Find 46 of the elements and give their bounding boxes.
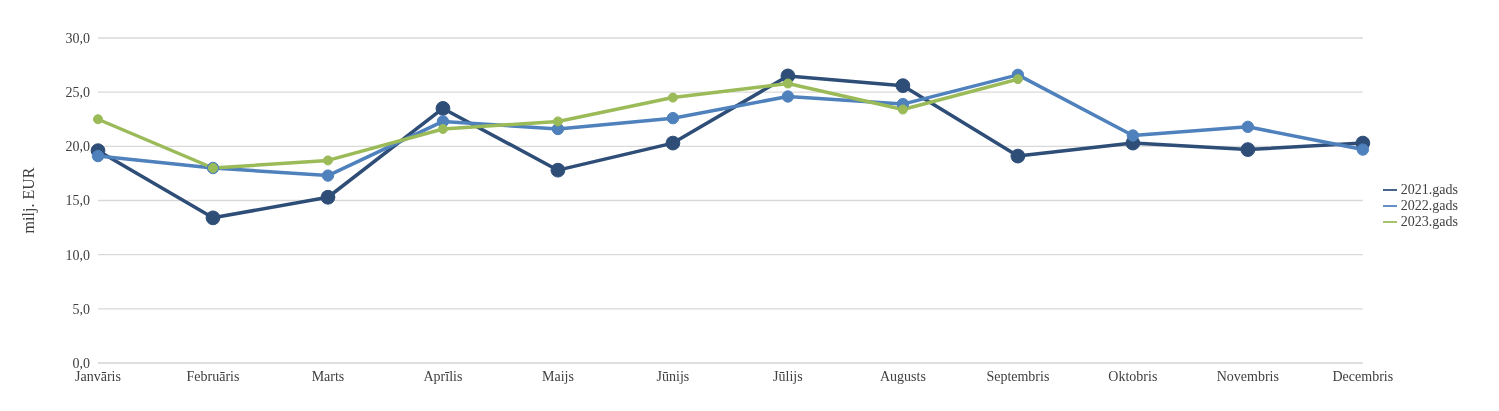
x-tick-label: Februāris — [186, 368, 240, 384]
point — [665, 135, 681, 151]
legend-label: 2023.gads — [1400, 213, 1458, 229]
point — [1010, 148, 1026, 164]
x-tick-label: Jūlijs — [773, 368, 803, 384]
point — [781, 90, 795, 103]
x-tick-label: Septembris — [986, 368, 1050, 384]
x-tick-label: Janvāris — [75, 368, 121, 384]
x-tick-label: Novembris — [1216, 368, 1279, 384]
point — [782, 78, 793, 89]
point — [667, 92, 678, 103]
y-tick-label: 20,0 — [65, 139, 90, 155]
legend-label: 2021.gads — [1400, 181, 1458, 197]
x-tick-label: Augusts — [879, 368, 926, 384]
y-tick-label: 0,0 — [72, 355, 90, 371]
point — [666, 111, 680, 125]
legend-label: 2022.gads — [1400, 197, 1458, 213]
point — [1012, 74, 1023, 85]
point — [552, 116, 563, 127]
point — [93, 114, 103, 125]
point — [1126, 129, 1140, 142]
point — [321, 169, 335, 182]
point — [550, 162, 566, 178]
point — [435, 101, 451, 116]
y-tick-label: 30,0 — [65, 30, 90, 46]
x-tick-label: Oktobris — [1108, 368, 1158, 384]
x-tick-label: Marts — [311, 368, 345, 384]
x-tick-label: Maijs — [541, 368, 574, 384]
point — [1241, 120, 1255, 134]
y-tick-label: 10,0 — [65, 247, 90, 263]
y-tick-label: 25,0 — [65, 85, 90, 101]
point — [895, 78, 911, 94]
x-tick-label: Aprīlis — [423, 368, 463, 384]
point — [897, 104, 908, 115]
point — [205, 210, 221, 226]
y-tick-label: 5,0 — [72, 301, 90, 317]
point — [322, 155, 333, 166]
point — [1356, 143, 1370, 156]
y-tick-label: 15,0 — [65, 193, 90, 209]
x-tick-label: Decembris — [1332, 368, 1394, 384]
x-tick-label: Jūnijs — [656, 368, 690, 384]
point — [1240, 142, 1256, 157]
point — [91, 149, 105, 163]
point — [437, 124, 448, 134]
point — [320, 189, 336, 205]
y-axis-title: milj. EUR — [19, 167, 38, 234]
